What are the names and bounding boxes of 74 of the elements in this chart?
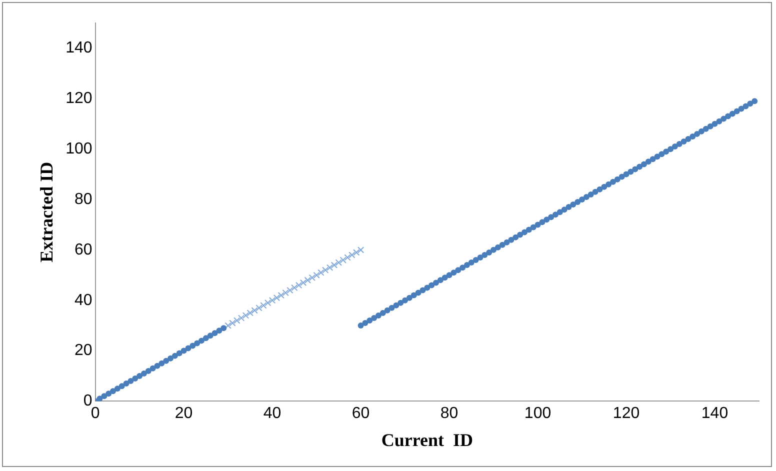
point [242, 312, 250, 319]
y-axis-title: Extracted ID [36, 162, 56, 262]
point [123, 380, 130, 387]
point [260, 302, 267, 309]
point [304, 276, 312, 284]
point [308, 274, 316, 281]
point [145, 368, 152, 374]
point [168, 355, 174, 362]
point [313, 272, 320, 278]
x-axis-title: Current ID [381, 430, 473, 450]
point [158, 360, 165, 366]
point [220, 325, 227, 332]
point [282, 289, 289, 296]
point [202, 335, 209, 342]
x-tick-label: 60 [352, 405, 370, 422]
point [118, 383, 125, 390]
point [300, 279, 307, 286]
point [256, 304, 262, 312]
point [234, 317, 240, 324]
point [291, 284, 298, 292]
point [326, 264, 334, 271]
x-tick-label: 140 [701, 405, 728, 422]
point [229, 320, 236, 326]
point [340, 256, 346, 264]
point [194, 340, 200, 346]
point [132, 376, 138, 382]
x-tick-label: 80 [440, 405, 458, 422]
y-tick-label: 20 [74, 342, 92, 360]
point [154, 362, 160, 369]
point [357, 246, 364, 254]
point [330, 262, 338, 268]
point [140, 370, 147, 376]
point [286, 286, 294, 294]
x-tick-label: 100 [524, 405, 552, 422]
point [114, 386, 120, 392]
x-tick-label: 120 [612, 405, 640, 422]
point [348, 252, 356, 258]
point [198, 338, 204, 344]
point [110, 388, 116, 394]
y-tick-label: 140 [66, 40, 92, 57]
x-tick-label: 40 [263, 405, 282, 422]
point [106, 390, 112, 397]
point [322, 266, 329, 274]
y-tick-label: 60 [74, 241, 92, 258]
point [318, 269, 324, 276]
y-tick-label: 80 [74, 190, 92, 208]
point [335, 259, 342, 266]
y-tick-label: 100 [66, 140, 92, 158]
point [128, 378, 134, 384]
y-tick-label: 0 [83, 392, 92, 410]
point [136, 372, 143, 379]
point [101, 393, 108, 400]
point [224, 322, 232, 329]
point [163, 358, 170, 364]
point [278, 292, 284, 299]
y-tick-label: 40 [74, 292, 92, 309]
point [96, 396, 103, 402]
point [273, 294, 280, 302]
point [150, 365, 156, 372]
point [238, 314, 245, 322]
point [176, 350, 182, 356]
point [251, 307, 258, 314]
y-tick-label: 120 [66, 90, 92, 108]
point [296, 282, 302, 289]
point [268, 297, 276, 304]
point [264, 300, 272, 306]
point [207, 332, 214, 339]
point [344, 254, 351, 261]
point [246, 310, 254, 316]
point [172, 352, 178, 359]
point [190, 342, 196, 349]
point [353, 249, 360, 256]
x-tick-label: 20 [174, 405, 193, 422]
point [216, 328, 222, 334]
